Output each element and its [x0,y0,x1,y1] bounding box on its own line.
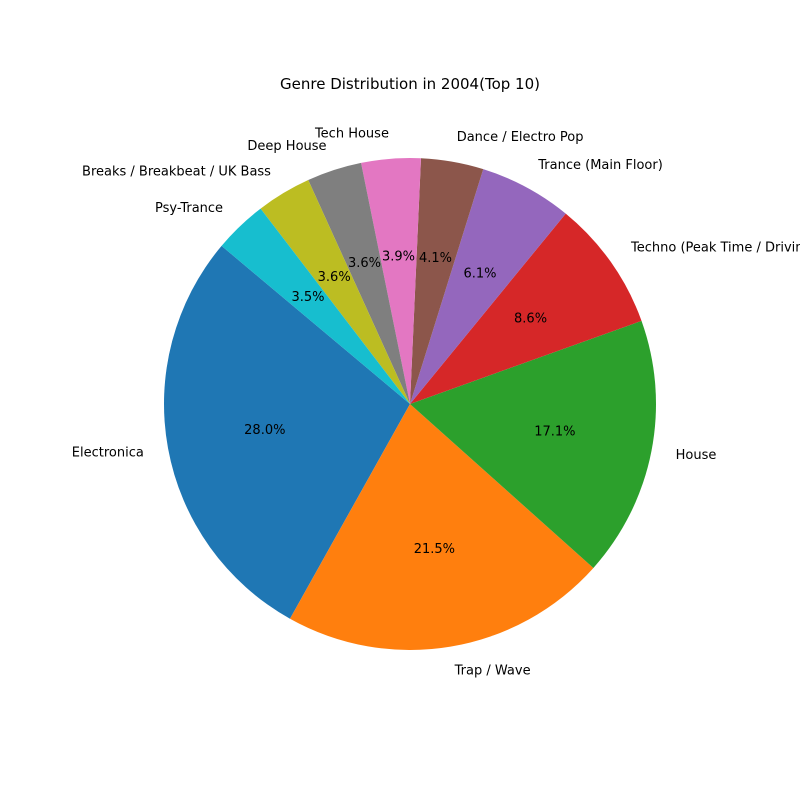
slice-label: Dance / Electro Pop [457,130,584,145]
slice-percent-label: 3.9% [382,249,415,264]
pie-slice [410,320,656,568]
slice-label: Trance (Main Floor) [537,158,663,173]
pie-slices [163,157,656,650]
chart-title: Genre Distribution in 2004(Top 10) [280,75,540,93]
slice-percent-label: 3.6% [348,256,381,271]
pie-slice [221,208,410,404]
percent-labels: 28.0%21.5%17.1%8.6%6.1%4.1%3.9%3.6%3.6%3… [244,249,575,557]
pie-slice [410,158,484,404]
slice-label: Breaks / Breakbeat / UK Bass [82,164,271,179]
pie-slice [260,180,410,404]
slice-label: Trap / Wave [454,663,531,678]
slice-label: Tech House [314,127,389,142]
slice-label: Techno (Peak Time / Driving) [630,240,800,255]
pie-slice [410,213,642,404]
pie-slice [163,245,410,619]
slice-percent-label: 3.6% [318,270,351,285]
slice-percent-label: 17.1% [534,425,575,440]
slice-label: Electronica [72,445,144,460]
slice-percent-label: 3.5% [292,290,325,305]
pie-slice [361,157,421,404]
slice-label: Deep House [247,139,326,154]
slice-percent-label: 21.5% [414,542,455,557]
slice-percent-label: 8.6% [514,311,547,326]
pie-slice [308,162,410,404]
slice-labels: Electronica Trap / Wave House Techno (Peak … [72,127,800,679]
pie-slice [410,169,566,404]
slice-percent-label: 6.1% [463,267,496,282]
slice-label: Psy-Trance [155,201,223,216]
slice-percent-label: 28.0% [244,423,285,438]
pie-slice [289,404,594,650]
slice-label: House [676,448,717,463]
slice-percent-label: 4.1% [419,251,452,266]
